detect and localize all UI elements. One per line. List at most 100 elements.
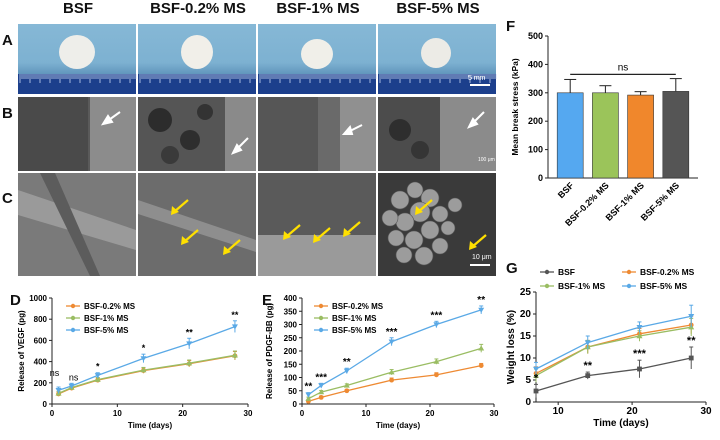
data-point	[434, 372, 439, 378]
x-tick-label: 0	[50, 409, 55, 418]
data-point	[478, 345, 485, 351]
yellow-arrow-head	[283, 231, 291, 240]
significance-mark: **	[186, 327, 194, 337]
data-point	[343, 382, 350, 388]
x-tick-label: 10	[553, 406, 565, 417]
chart-f-break-stress: 0 100 200 300 400 500 Mean break stress (kPa) B…	[510, 31, 698, 228]
data-point	[688, 314, 695, 320]
data-point	[533, 366, 539, 372]
y-tick-label: 800	[34, 315, 48, 324]
legend-label: BSF	[558, 267, 575, 277]
data-point	[318, 394, 324, 400]
data-point	[584, 340, 591, 346]
white-arrows	[100, 111, 485, 155]
data-point	[478, 363, 484, 368]
significance-mark: ***	[431, 310, 443, 321]
microsphere	[420, 188, 440, 208]
microsphere	[406, 181, 424, 199]
legend-label: BSF-0.2% MS	[84, 302, 136, 311]
y-axis-label: Weight loss (%)	[506, 310, 517, 384]
x-axis-label: Time (days)	[128, 421, 173, 430]
data-point	[94, 373, 101, 379]
data-point	[140, 367, 147, 373]
y-tick-label: 200	[528, 116, 543, 126]
legend-marker	[318, 303, 324, 309]
x-tick-label: 20	[178, 409, 187, 418]
scaffold-disk-bsf	[59, 35, 95, 69]
legend-marker	[626, 283, 632, 289]
series-line	[58, 326, 236, 391]
y-tick-label: 300	[528, 88, 543, 98]
data-point	[318, 383, 325, 389]
y-tick-label: 400	[284, 294, 298, 303]
data-point	[343, 368, 350, 374]
data-point	[688, 355, 694, 361]
y-axis-label: Release of VEGF (pg)	[17, 310, 26, 392]
y-tick-label: 400	[528, 59, 543, 69]
column-title-ms5: BSF-5% MS	[396, 0, 480, 17]
data-point	[305, 392, 312, 398]
y-tick-label: 25	[520, 287, 532, 298]
significance-mark: ns	[69, 372, 79, 382]
data-point	[231, 324, 238, 330]
microsphere	[404, 230, 424, 250]
x-tick-label: BSF	[556, 180, 576, 200]
y-tick-label: 5	[525, 375, 531, 386]
data-point	[636, 333, 643, 339]
series-line	[308, 347, 482, 400]
significance-mark: **	[477, 295, 485, 306]
data-point	[231, 352, 238, 358]
y-tick-label: 0	[293, 400, 298, 409]
data-point	[389, 377, 394, 383]
significance-mark: **	[305, 382, 313, 393]
legend-label: BSF-1% MS	[558, 281, 606, 291]
microsphere	[440, 220, 456, 236]
yellow-arrow-head	[415, 206, 423, 215]
y-axis-label: Mean break stress (kPa)	[510, 58, 520, 155]
yellow-arrow-head	[343, 228, 351, 237]
x-tick-label: 30	[244, 409, 253, 418]
legend-marker	[70, 327, 76, 333]
series-line	[308, 309, 482, 396]
microsphere	[390, 190, 410, 210]
scalebar-a-label: 5 mm	[468, 75, 486, 82]
significance-mark: **	[231, 310, 239, 320]
x-tick-label: 30	[700, 406, 712, 417]
series-line	[535, 326, 692, 377]
data-point	[478, 307, 485, 313]
y-tick-label: 600	[34, 336, 48, 345]
panel-label-g: G	[506, 260, 518, 277]
yellow-arrows	[171, 199, 487, 255]
microsphere	[414, 246, 434, 266]
data-point	[388, 339, 395, 345]
data-point	[388, 369, 395, 375]
legend-marker	[318, 327, 324, 333]
column-title-ms1: BSF-1% MS	[276, 0, 360, 17]
microsphere	[395, 246, 413, 264]
panel-label-a: A	[2, 32, 13, 49]
panel-label-b: B	[2, 105, 13, 122]
y-tick-label: 1000	[29, 294, 47, 303]
data-point	[585, 373, 591, 378]
yellow-arrow-head	[171, 206, 179, 215]
y-tick-label: 0	[538, 173, 543, 183]
column-title-ms02: BSF-0.2% MS	[150, 0, 246, 17]
y-tick-label: 500	[528, 31, 543, 41]
microsphere	[447, 197, 463, 213]
y-tick-label: 350	[284, 307, 298, 316]
significance-mark: ns	[618, 62, 629, 73]
legend-label: BSF-0.2% MS	[640, 267, 695, 277]
chart-e-pdgf: 0 50 100 150 200 250 300 350 400 0 10 20 30 Time (day…	[265, 294, 499, 430]
scaffold-disk-ms02	[181, 35, 213, 69]
microsphere	[431, 205, 449, 223]
x-tick-label: 30	[490, 409, 499, 418]
significance-mark: *	[96, 362, 100, 372]
data-point	[433, 322, 440, 328]
legend-marker	[544, 269, 550, 275]
significance-mark: ***	[315, 372, 327, 383]
x-tick-label: 20	[426, 409, 435, 418]
y-tick-label: 100	[528, 145, 543, 155]
microsphere	[431, 237, 449, 255]
data-point	[637, 366, 642, 372]
data-point	[533, 388, 539, 394]
